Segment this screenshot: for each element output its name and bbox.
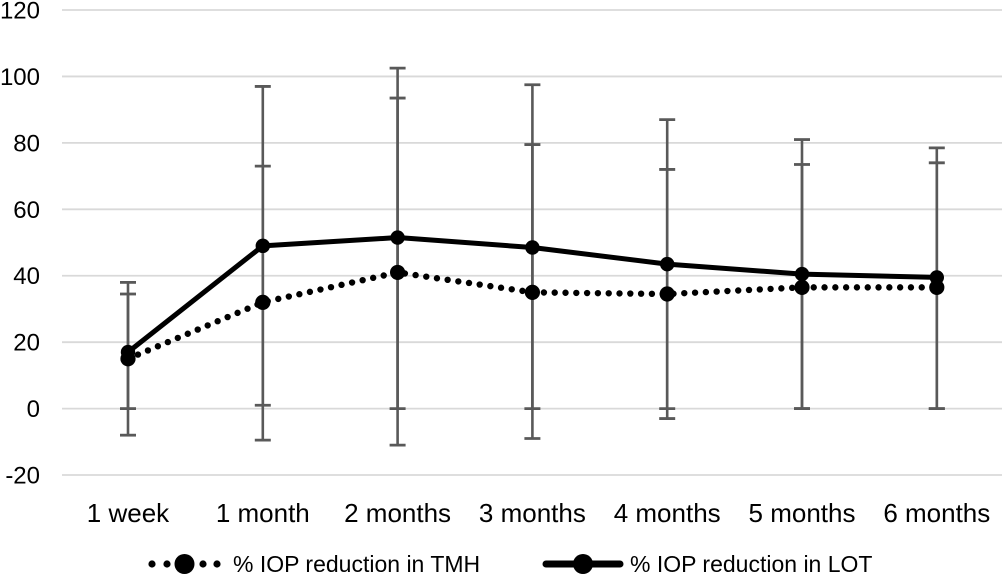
series-lot (120, 230, 944, 360)
y-axis-tick-label: -20 (5, 463, 40, 490)
x-axis-label: 5 months (749, 498, 856, 528)
x-axis-label: 3 months (479, 498, 586, 528)
data-point-lot (525, 240, 540, 255)
y-axis-tick-label: 40 (13, 263, 40, 290)
data-point-lot (794, 266, 810, 282)
y-axis-tick-label: 120 (0, 0, 40, 25)
legend-item-lot: % IOP reduction in LOT (542, 551, 872, 577)
data-point-tmh (390, 264, 406, 281)
data-point-tmh (524, 284, 541, 300)
data-point-tmh (255, 294, 271, 310)
data-point-tmh (929, 279, 945, 295)
data-point-lot (929, 270, 944, 285)
y-axis-tick-label: 0 (27, 396, 40, 423)
legend: % IOP reduction in TMH % IOP reduction i… (148, 551, 872, 577)
y-axis-tick-label: 60 (13, 197, 40, 224)
data-point-lot (660, 256, 675, 272)
legend-label-tmh: % IOP reduction in TMH (233, 551, 480, 577)
data-point-lot (390, 230, 405, 245)
x-axis-label: 6 months (883, 498, 990, 528)
data-point-lot (255, 238, 270, 254)
legend-item-tmh: % IOP reduction in TMH (148, 551, 480, 577)
x-axis-label: 2 months (344, 498, 451, 528)
legend-swatch-lot-solid-icon (542, 554, 624, 574)
x-axis-label: 4 months (614, 498, 721, 528)
y-axis-tick-label: 100 (0, 64, 40, 91)
x-axis-label: 1 month (216, 498, 310, 528)
legend-label-lot: % IOP reduction in LOT (630, 551, 872, 577)
x-axis-label: 1 week (87, 498, 170, 528)
data-point-tmh (659, 286, 675, 302)
y-axis-tick-label: 20 (13, 330, 40, 357)
y-axis-labels: 120 100 80 60 40 20 0 -20 (0, 0, 40, 490)
error-bars-lot (120, 66, 945, 411)
data-point-lot (120, 344, 136, 360)
series-tmh (120, 264, 945, 367)
data-point-tmh (794, 279, 810, 295)
y-axis-tick-label: 80 (13, 130, 40, 157)
legend-swatch-tmh-dotted-icon (148, 554, 221, 574)
x-axis-labels: 1 week 1 month 2 months 3 months 4 months 5 m… (87, 498, 990, 528)
